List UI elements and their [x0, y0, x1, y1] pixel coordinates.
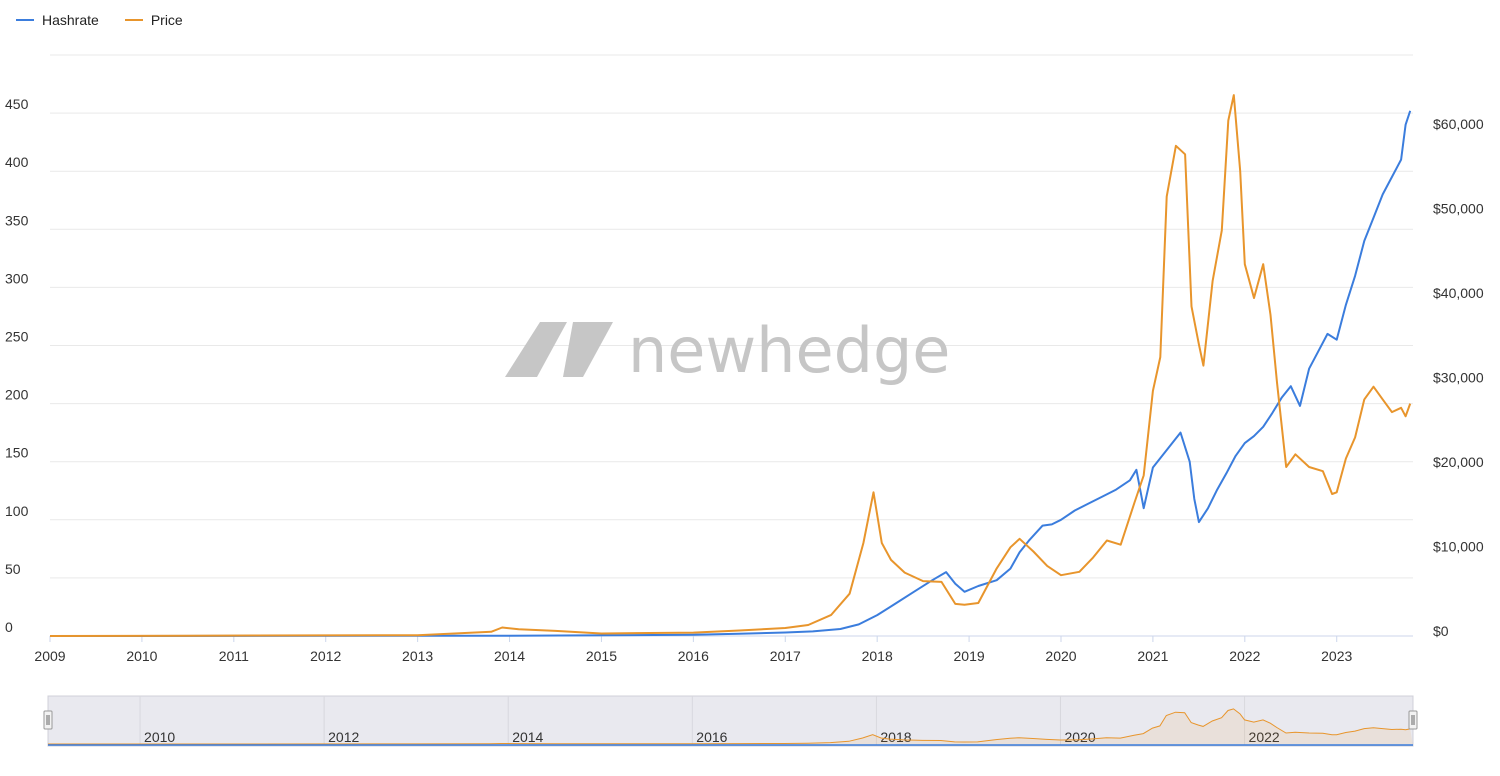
- navigator-price-area: [48, 708, 1413, 746]
- x-tick-label: 2013: [402, 648, 433, 664]
- y-left-tick-label: 300: [5, 270, 29, 286]
- y-left-tick-label: 400: [5, 154, 29, 170]
- y-left-tick-label: 350: [5, 212, 29, 228]
- navigator-tick-label: 2022: [1249, 729, 1280, 745]
- y-right-tick-label: $50,000: [1433, 200, 1484, 216]
- y-right-tick-label: $10,000: [1433, 538, 1484, 554]
- navigator-tick-label: 2010: [144, 729, 175, 745]
- x-tick-label: 2020: [1045, 648, 1076, 664]
- navigator-price-line: [48, 708, 1411, 745]
- legend-item-hashrate[interactable]: Hashrate: [16, 12, 99, 28]
- y-right-tick-label: $20,000: [1433, 454, 1484, 470]
- navigator-window: [47, 695, 1414, 747]
- y-left-tick-label: 100: [5, 503, 29, 519]
- navigator-tick-label: 2020: [1064, 729, 1095, 745]
- legend-label-price: Price: [150, 12, 183, 28]
- navigator-tick-label: 2018: [880, 729, 911, 745]
- x-tick-label: 2014: [494, 648, 525, 664]
- legend-item-price[interactable]: Price: [124, 12, 183, 28]
- x-tick-label: 2022: [1229, 648, 1260, 664]
- legend: Hashrate Price: [16, 12, 183, 28]
- x-tick-label: 2019: [954, 648, 985, 664]
- legend-label-hashrate: Hashrate: [42, 12, 99, 28]
- y-right-tick-label: $30,000: [1433, 369, 1484, 385]
- y-left-tick-label: 50: [5, 561, 21, 577]
- navigator-handle-right[interactable]: [1408, 710, 1418, 730]
- x-tick-label: 2009: [34, 648, 65, 664]
- navigator-tick-label: 2016: [696, 729, 727, 745]
- legend-swatch-hashrate: [16, 19, 34, 21]
- x-tick-label: 2023: [1321, 648, 1352, 664]
- series-layer: [49, 94, 1412, 637]
- x-tick-label: 2021: [1137, 648, 1168, 664]
- x-tick-label: 2018: [862, 648, 893, 664]
- y-right-tick-label: $0: [1433, 623, 1449, 639]
- grid-lines: [50, 54, 1413, 637]
- navigator-tick-label: 2014: [512, 729, 543, 745]
- navigator-tick-label: 2012: [328, 729, 359, 745]
- x-tick-label: 2011: [219, 648, 249, 664]
- y-left-tick-label: 450: [5, 96, 29, 112]
- navigator-handle-left[interactable]: [43, 710, 53, 730]
- series-line-price: [49, 94, 1412, 637]
- watermark-text: newhedge: [628, 314, 950, 387]
- watermark-logo-icon: [505, 322, 567, 377]
- y-right-tick-label: $40,000: [1433, 285, 1484, 301]
- series-line-hashrate: [49, 110, 1412, 637]
- navigator[interactable]: 2010 2012 2014 2016 2018 2020 2022: [43, 695, 1418, 747]
- y-right-tick-label: $60,000: [1433, 116, 1484, 132]
- watermark-logo-icon-right: [563, 322, 613, 377]
- y-left-tick-label: 200: [5, 387, 29, 403]
- y-left-tick-label: 150: [5, 445, 29, 461]
- x-tick-label: 2017: [770, 648, 801, 664]
- x-tick-label: 2015: [586, 648, 617, 664]
- x-tick-label: 2010: [126, 648, 157, 664]
- legend-swatch-price: [124, 19, 143, 21]
- x-tick-label: 2016: [678, 648, 709, 664]
- axes: 0 50 100 150 200 250 300 350 400 450 $0 $10,000 $20,…: [5, 96, 1484, 664]
- watermark: newhedge: [505, 314, 950, 387]
- y-left-tick-label: 0: [5, 619, 13, 635]
- y-left-tick-label: 250: [5, 329, 29, 345]
- x-tick-label: 2012: [310, 648, 341, 664]
